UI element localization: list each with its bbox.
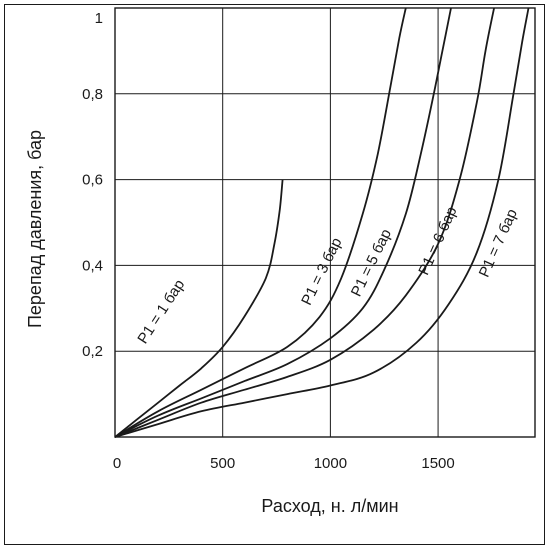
grid-lines [115, 8, 535, 437]
chart-frame [4, 4, 545, 545]
curve-label: P1 = 3 бар [298, 235, 345, 308]
y-tick-label: 1 [95, 10, 103, 27]
curve-line [114, 7, 530, 438]
plot-area [114, 7, 536, 438]
curve-label: P1 = 1 бар [134, 277, 188, 347]
curve-line [114, 7, 495, 438]
curves-group [114, 7, 530, 438]
y-tick-label: 0,8 [82, 86, 103, 103]
x-tick-label: 1500 [421, 455, 454, 472]
x-tick-label: 500 [210, 455, 235, 472]
curve-label: P1 = 7 бар [476, 206, 521, 280]
y-tick-labels: 0,2 0,4 0,6 0,8 1 [82, 10, 103, 360]
x-axis-title: Расход, н. л/мин [261, 496, 398, 516]
y-tick-label: 0,4 [82, 257, 103, 274]
y-axis-title: Перепад давления, бар [25, 130, 45, 328]
x-tick-label: 1000 [314, 455, 347, 472]
y-tick-label: 0,6 [82, 172, 103, 189]
curve-line [114, 7, 407, 438]
x-tick-labels: 0 500 1000 1500 [113, 455, 455, 472]
x-tick-label: 0 [113, 455, 121, 472]
y-tick-label: 0,2 [82, 343, 103, 360]
curve-line [114, 179, 284, 438]
curve-line [114, 7, 452, 438]
